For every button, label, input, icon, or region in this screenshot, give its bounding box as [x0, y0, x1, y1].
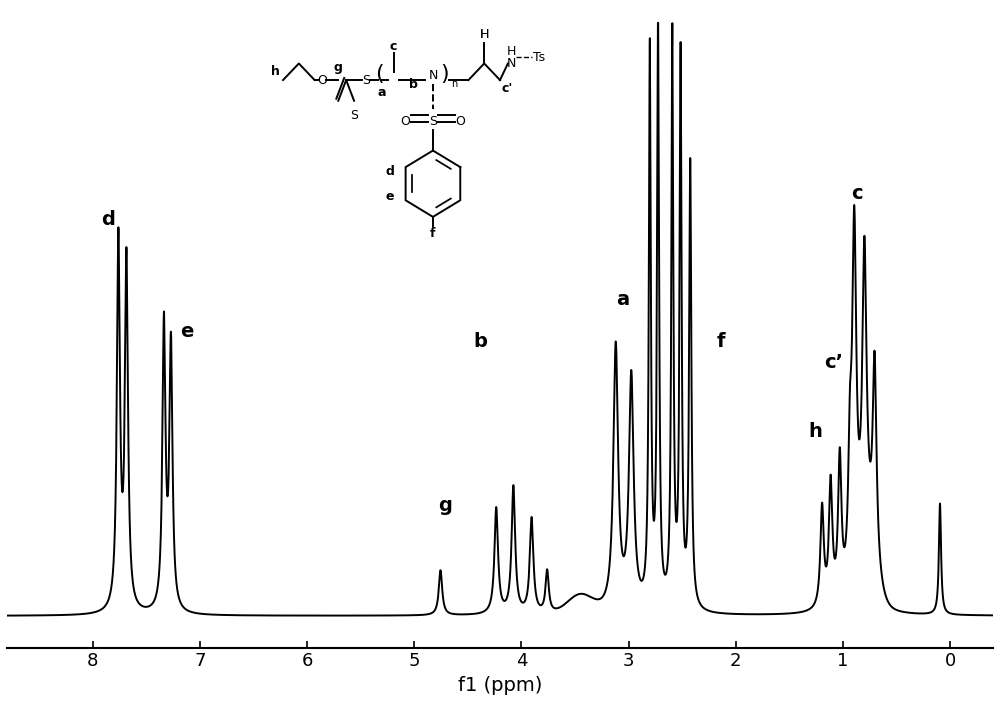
- Text: f: f: [717, 332, 725, 351]
- Text: d: d: [101, 211, 115, 230]
- Text: b: b: [474, 332, 488, 351]
- Text: g: g: [438, 496, 452, 515]
- X-axis label: f1 (ppm): f1 (ppm): [458, 676, 542, 695]
- Text: a: a: [616, 290, 629, 309]
- Text: c’: c’: [824, 353, 843, 372]
- Text: e: e: [180, 322, 194, 340]
- Text: h: h: [808, 422, 822, 441]
- Text: c: c: [851, 184, 863, 203]
